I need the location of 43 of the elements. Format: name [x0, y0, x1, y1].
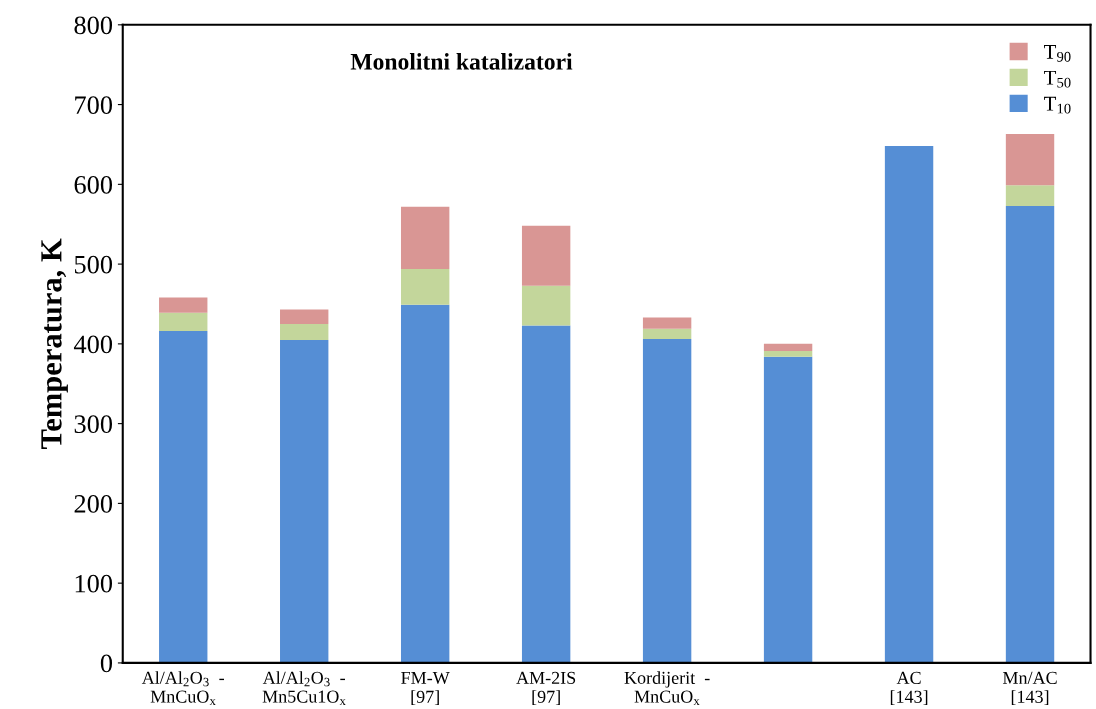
bar — [642, 317, 692, 329]
bar — [642, 339, 692, 663]
bar — [884, 146, 934, 663]
bar — [400, 268, 450, 305]
x-tick-label: Al/Al$_{2}$O$_{3}$ - Mn5Cu1O$_{x}$ — [262, 671, 346, 705]
legend-label: T$_{10}$ — [1044, 96, 1071, 114]
x-tick-label: Kordijerit - MnCuO$_{x}$ — [624, 671, 710, 705]
bar — [521, 285, 571, 326]
bar — [521, 225, 571, 286]
bar — [159, 312, 208, 332]
x-tick-label: Mn/AC [143] — [1002, 671, 1057, 706]
y-tick-label: 600 — [74, 175, 113, 194]
bar — [159, 331, 208, 663]
bar — [280, 323, 329, 340]
y-tick-label: 0 — [100, 654, 113, 673]
y-tick-label: 400 — [73, 335, 113, 354]
bar — [763, 343, 813, 352]
bar — [763, 351, 813, 357]
bar — [1005, 185, 1055, 206]
bar — [400, 304, 450, 663]
bar — [1005, 205, 1055, 663]
x-tick-label: AC [143] — [890, 671, 928, 706]
y-tick-label: 200 — [74, 495, 113, 513]
bar — [521, 325, 571, 663]
x-tick-label: Al/Al$_{2}$O$_{3}$ - MnCuO$_{x}$ — [141, 671, 225, 705]
bar — [763, 356, 813, 663]
x-tick-label: FM-W [97] — [401, 671, 450, 706]
legend-label: T$_{50}$ — [1044, 70, 1071, 88]
bar — [280, 309, 329, 324]
bar — [1005, 134, 1055, 186]
y-tick-label: 100 — [75, 574, 113, 593]
bar — [400, 206, 450, 269]
y-axis-title: Temperatura, K — [41, 238, 68, 449]
y-tick-label: 500 — [74, 255, 113, 274]
legend-label: T$_{90}$ — [1044, 45, 1071, 62]
bar — [280, 339, 329, 663]
text: Monolitni katalizatori — [350, 53, 573, 70]
bar — [159, 297, 208, 313]
y-tick-label: 300 — [74, 415, 113, 434]
bar — [642, 328, 692, 340]
y-tick-label: 800 — [74, 16, 113, 35]
y-tick-label: 700 — [75, 96, 113, 114]
x-tick-label: AM-2IS [97] — [516, 671, 576, 706]
